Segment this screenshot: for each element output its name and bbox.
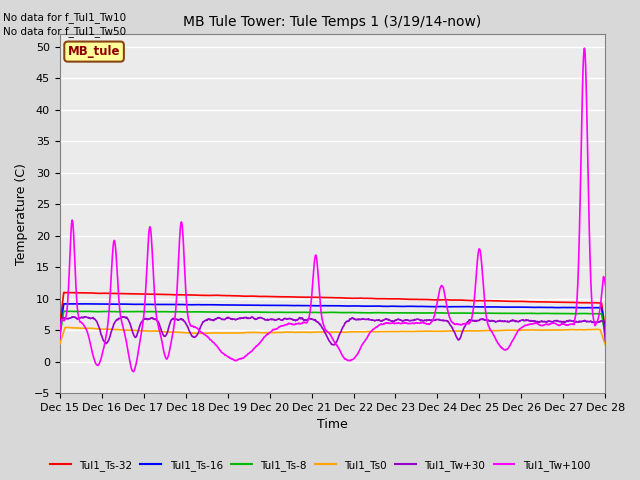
- Text: MB_tule: MB_tule: [68, 45, 120, 58]
- Title: MB Tule Tower: Tule Temps 1 (3/19/14-now): MB Tule Tower: Tule Temps 1 (3/19/14-now…: [184, 15, 482, 29]
- Text: No data for f_Tul1_Tw10: No data for f_Tul1_Tw10: [3, 12, 126, 23]
- Y-axis label: Temperature (C): Temperature (C): [15, 163, 28, 264]
- X-axis label: Time: Time: [317, 419, 348, 432]
- Legend: Tul1_Ts-32, Tul1_Ts-16, Tul1_Ts-8, Tul1_Ts0, Tul1_Tw+30, Tul1_Tw+100: Tul1_Ts-32, Tul1_Ts-16, Tul1_Ts-8, Tul1_…: [45, 456, 595, 475]
- Text: No data for f_Tul1_Tw50: No data for f_Tul1_Tw50: [3, 26, 126, 37]
